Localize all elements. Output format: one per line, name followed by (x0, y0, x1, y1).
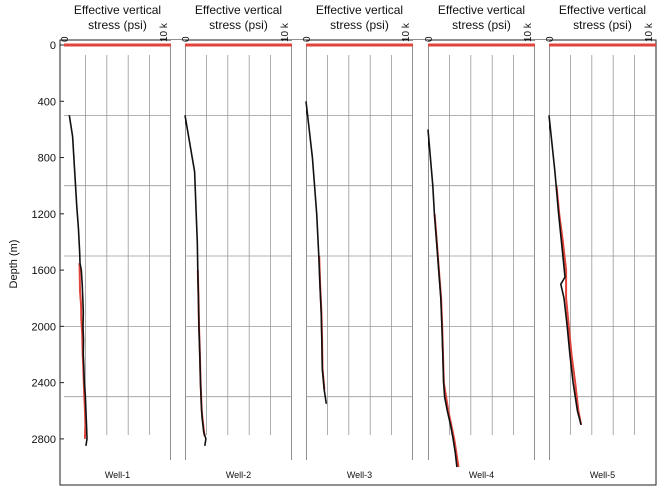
y-tick-label: 2800 (32, 434, 56, 446)
x-tick-label-0: 0 (545, 36, 556, 42)
x-tick-label-10k: 10 k (280, 22, 291, 42)
x-tick-label-10k: 10 k (644, 22, 655, 42)
x-tick-label-0: 0 (302, 36, 313, 42)
y-tick-label: 1200 (32, 209, 56, 221)
y-axis-label: Depth (m) (8, 240, 20, 289)
series-red-line (555, 185, 583, 425)
panel-title: Effective vertical (316, 3, 403, 17)
well-label: Well-1 (105, 470, 130, 480)
panel-title-units: stress (psi) (330, 18, 389, 32)
x-tick-label-10k: 10 k (401, 22, 412, 42)
x-tick-label-0: 0 (181, 36, 192, 42)
panel-title-units: stress (psi) (452, 18, 511, 32)
panel-title-units: stress (psi) (209, 18, 268, 32)
panel-title-units: stress (psi) (88, 18, 147, 32)
well-label: Well-4 (469, 470, 494, 480)
x-tick-label-10k: 10 k (523, 22, 534, 42)
depth-axis: 0 400 800 1200 1600 2000 2400 2800 (32, 40, 64, 446)
well-label: Well-2 (226, 470, 251, 480)
x-tick-label-10k: 10 k (159, 22, 170, 42)
panel-gap (171, 40, 185, 480)
series-black-line (68, 115, 88, 447)
panel-gap (413, 40, 428, 480)
y-tick-label: 1600 (32, 265, 56, 277)
x-tick-label-0: 0 (60, 36, 71, 42)
series-black-line (305, 101, 328, 404)
panel-gap (292, 40, 306, 480)
panel-title-units: stress (psi) (573, 18, 632, 32)
y-tick-label: 800 (38, 153, 56, 165)
panel-title: Effective vertical (438, 3, 525, 17)
y-tick-label: 0 (50, 40, 56, 52)
well-label: Well-5 (590, 470, 615, 480)
series-black-line (184, 115, 207, 447)
x-tick-label-0: 0 (424, 36, 435, 42)
plot-frame (59, 39, 657, 486)
y-tick-label: 400 (38, 96, 56, 108)
series-black-line (427, 129, 458, 468)
panel-gap (535, 40, 549, 480)
well-label: Well-3 (347, 470, 372, 480)
y-tick-label: 2000 (32, 321, 56, 333)
series-black-line (548, 115, 582, 426)
panel-title: Effective vertical (74, 3, 161, 17)
y-tick-label: 2400 (32, 378, 56, 390)
panel-title: Effective vertical (559, 3, 646, 17)
panel-title: Effective vertical (195, 3, 282, 17)
